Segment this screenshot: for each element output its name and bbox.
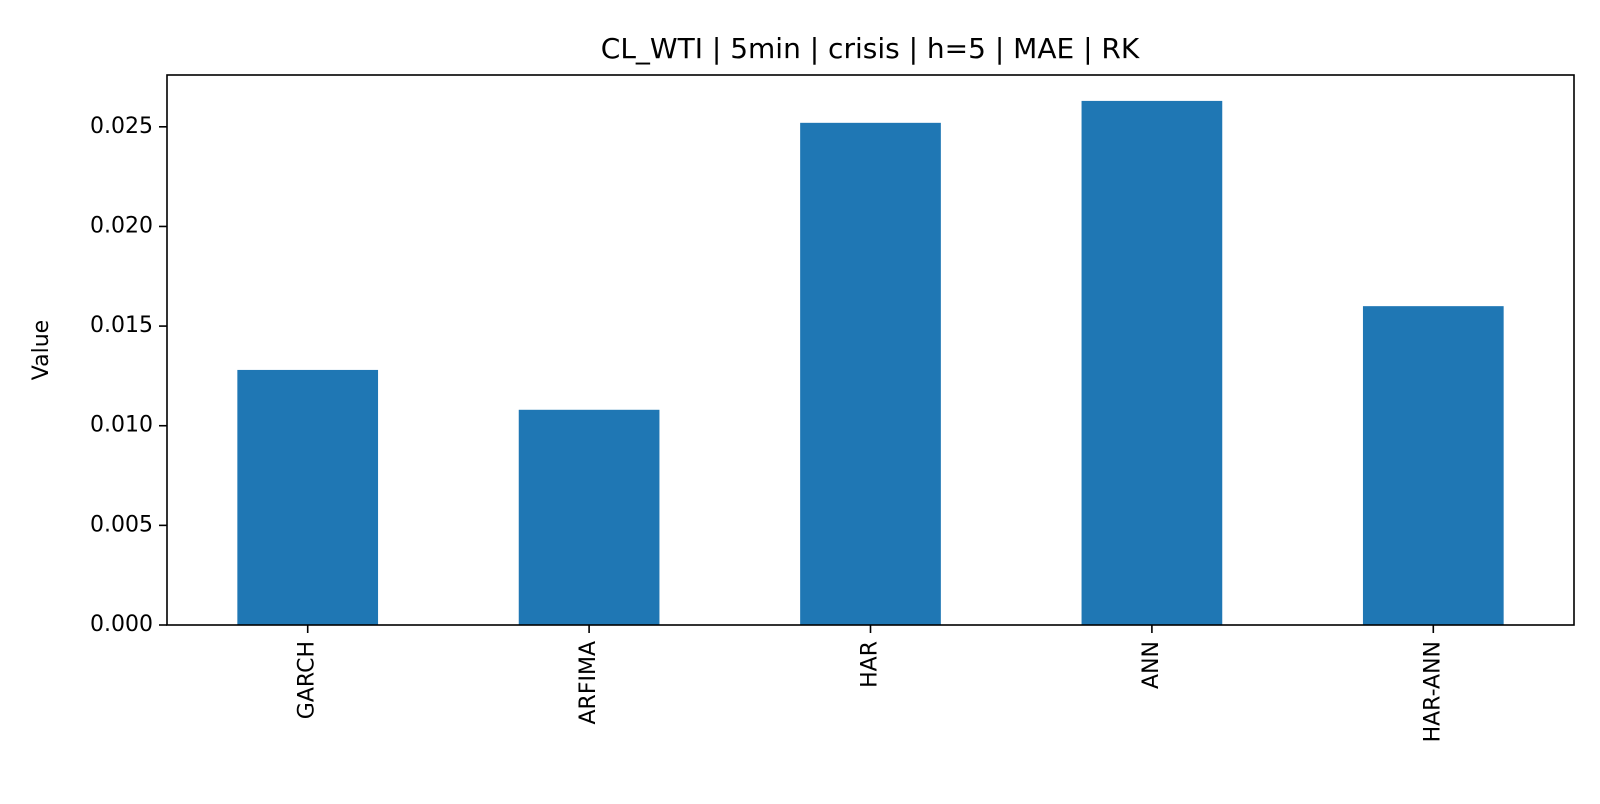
y-tick-label: 0.020 — [90, 213, 153, 238]
y-axis-ticks: 0.000 0.005 0.010 0.015 0.020 0.025 — [90, 114, 167, 637]
bar-arfima — [518, 409, 660, 625]
x-tick-label: HAR — [858, 641, 883, 688]
bar-garch — [237, 369, 379, 625]
x-tick-label: GARCH — [295, 641, 320, 719]
x-tick-label: HAR-ANN — [1420, 641, 1445, 742]
plot-frame — [166, 74, 1575, 626]
x-tick-label: ARFIMA — [576, 641, 601, 725]
x-axis-ticks: GARCH ARFIMA HAR ANN HAR-ANN — [295, 625, 1445, 742]
y-axis-label: Value — [29, 320, 54, 380]
x-tick-label: ANN — [1139, 641, 1164, 689]
chart-title: CL_WTI | 5min | crisis | h=5 | MAE | RK — [601, 32, 1140, 65]
y-tick-label: 0.010 — [90, 413, 153, 438]
y-tick-label: 0.000 — [90, 612, 153, 637]
bars-layer — [237, 100, 1504, 626]
bar-ann — [1081, 100, 1223, 625]
bar-har — [800, 122, 941, 626]
bar-har-ann — [1362, 306, 1504, 625]
y-tick-label: 0.005 — [90, 512, 153, 537]
y-tick-label: 0.015 — [90, 313, 153, 338]
y-tick-label: 0.025 — [90, 114, 153, 139]
